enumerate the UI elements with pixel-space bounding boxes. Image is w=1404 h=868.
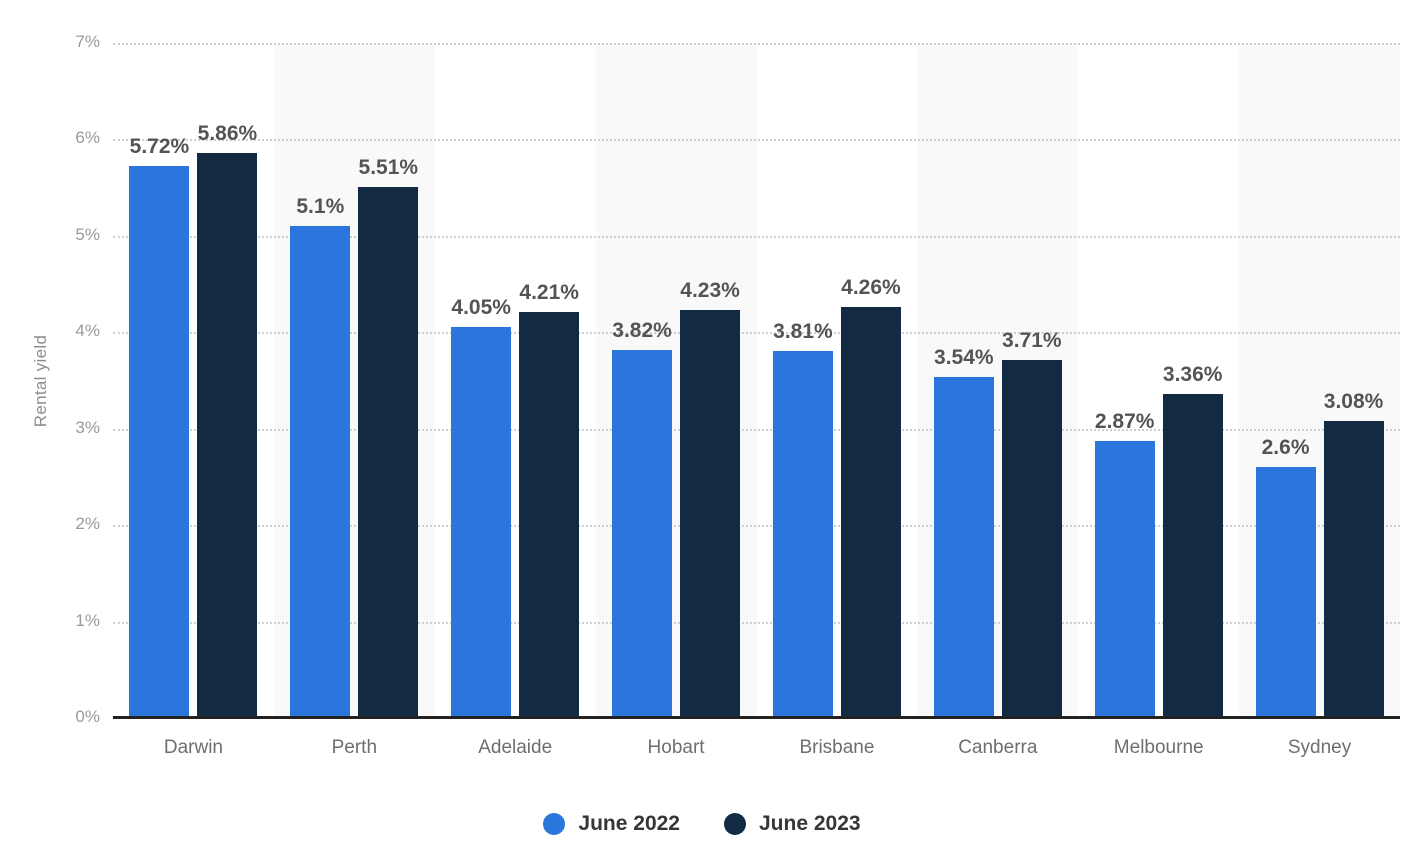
gridline [113,428,1400,431]
bar-group-sydney: 2.6% 3.08% [1239,43,1400,718]
bar-value-label: 5.72% [129,135,190,159]
bar-group-melbourne: 2.87% 3.36% [1078,43,1239,718]
y-tick-label: 3% [75,417,100,437]
bar-perth-june-2023[interactable]: 5.51% [358,156,419,718]
bar-perth-june-2022[interactable]: 5.1% [290,195,351,718]
y-tick-label: 1% [75,610,100,630]
legend-item-june-2022[interactable]: June 2022 [543,812,680,836]
y-axis-tick-labels: 0% 1% 2% 3% 4% 5% 6% 7% [48,32,100,726]
y-tick-label: 2% [75,514,100,534]
x-category-label-adelaide: Adelaide [478,737,553,758]
bar-groups: 5.72% 5.86% 5.1% 5.51% 4.05% 4.21% 3.82% 4.23% 3… [113,43,1400,718]
bar-value-label: 3.08% [1323,390,1384,413]
bar-canberra-june-2022[interactable]: 3.54% [933,346,994,718]
gridline [113,332,1400,335]
y-tick-label: 5% [75,224,100,244]
bar-value-label: 5.51% [358,155,419,179]
plot-area: 5.72% 5.86% 5.1% 5.51% 4.05% 4.21% 3.82% 4.23% 3… [113,43,1400,719]
bar-hobart-june-2022[interactable]: 3.82% [612,319,673,718]
bar-value-label: 2.6% [1261,436,1310,460]
bar-value-label: 4.26% [841,276,901,300]
bar-value-label: 4.21% [519,281,579,305]
gridline [113,43,1400,45]
y-tick-label: 6% [75,128,100,148]
bar-melbourne-june-2023[interactable]: 3.36% [1162,363,1223,718]
bar-group-hobart: 3.82% 4.23% [596,43,757,718]
legend-label: June 2022 [578,812,680,835]
x-category-label-darwin: Darwin [163,737,223,758]
bar-value-label: 4.05% [451,296,511,320]
bar-value-label: 5.1% [296,195,345,219]
bar-adelaide-june-2023[interactable]: 4.21% [519,281,580,718]
legend-dot-icon [543,813,566,835]
bar-group-darwin: 5.72% 5.86% [113,43,274,718]
bar-value-label: 3.81% [773,319,833,343]
legend-dot-icon [724,813,746,835]
bar-darwin-june-2022[interactable]: 5.72% [129,135,190,718]
x-category-label-brisbane: Brisbane [799,737,875,758]
bar-brisbane-june-2022[interactable]: 3.81% [772,320,833,718]
gridline [113,525,1400,528]
bar-group-brisbane: 3.81% 4.26% [757,43,918,718]
bar-brisbane-june-2023[interactable]: 4.26% [840,276,901,718]
x-axis-line [113,716,1400,719]
gridline [113,621,1400,624]
legend-item-june-2023[interactable]: June 2023 [724,812,861,836]
x-category-label-sydney: Sydney [1287,737,1352,758]
bar-darwin-june-2023[interactable]: 5.86% [197,122,258,718]
bar-hobart-june-2023[interactable]: 4.23% [680,279,741,718]
bar-value-label: 3.71% [1002,329,1062,353]
bar-group-perth: 5.1% 5.51% [274,43,435,718]
legend: June 2022 June 2023 [0,812,1404,836]
y-tick-label: 4% [75,321,100,341]
bar-value-label: 2.87% [1094,410,1155,434]
bar-value-label: 3.54% [934,345,994,369]
gridline [113,235,1400,238]
gridline [113,139,1400,142]
y-tick-label: 0% [75,707,100,726]
bar-group-canberra: 3.54% 3.71% [917,43,1078,718]
bar-value-label: 5.86% [197,121,258,145]
bar-adelaide-june-2022[interactable]: 4.05% [451,296,512,718]
bar-value-label: 3.82% [612,318,672,342]
bar-sydney-june-2022[interactable]: 2.6% [1255,436,1316,718]
bar-value-label: 3.36% [1162,363,1223,386]
y-tick-label: 7% [75,32,100,51]
x-axis-category-labels: Darwin Perth Adelaide Hobart Brisbane Canberr… [113,737,1400,759]
x-category-label-hobart: Hobart [647,737,705,758]
x-category-label-canberra: Canberra [958,737,1038,758]
bar-value-label: 4.23% [680,279,740,303]
bar-melbourne-june-2022[interactable]: 2.87% [1094,410,1155,718]
bar-sydney-june-2023[interactable]: 3.08% [1323,390,1384,718]
bar-group-adelaide: 4.05% 4.21% [435,43,596,718]
x-category-label-perth: Perth [331,737,378,758]
legend-label: June 2023 [759,812,861,835]
x-category-label-melbourne: Melbourne [1113,737,1204,758]
bar-canberra-june-2023[interactable]: 3.71% [1001,329,1062,718]
